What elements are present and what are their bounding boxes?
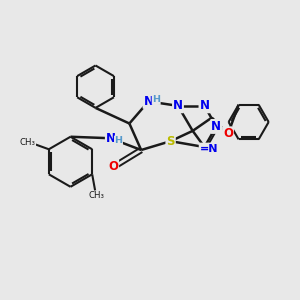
Text: =N: =N: [200, 143, 218, 154]
Text: N: N: [173, 99, 183, 112]
Text: N: N: [143, 95, 154, 108]
Text: O: O: [223, 127, 233, 140]
Text: H: H: [115, 136, 122, 145]
Text: CH₃: CH₃: [20, 138, 36, 147]
Text: N: N: [211, 120, 221, 133]
Text: N: N: [200, 99, 209, 112]
Text: H: H: [152, 95, 160, 104]
Text: N: N: [106, 132, 116, 145]
Text: O: O: [108, 160, 118, 173]
Text: CH₃: CH₃: [88, 191, 105, 200]
Text: S: S: [167, 135, 175, 148]
